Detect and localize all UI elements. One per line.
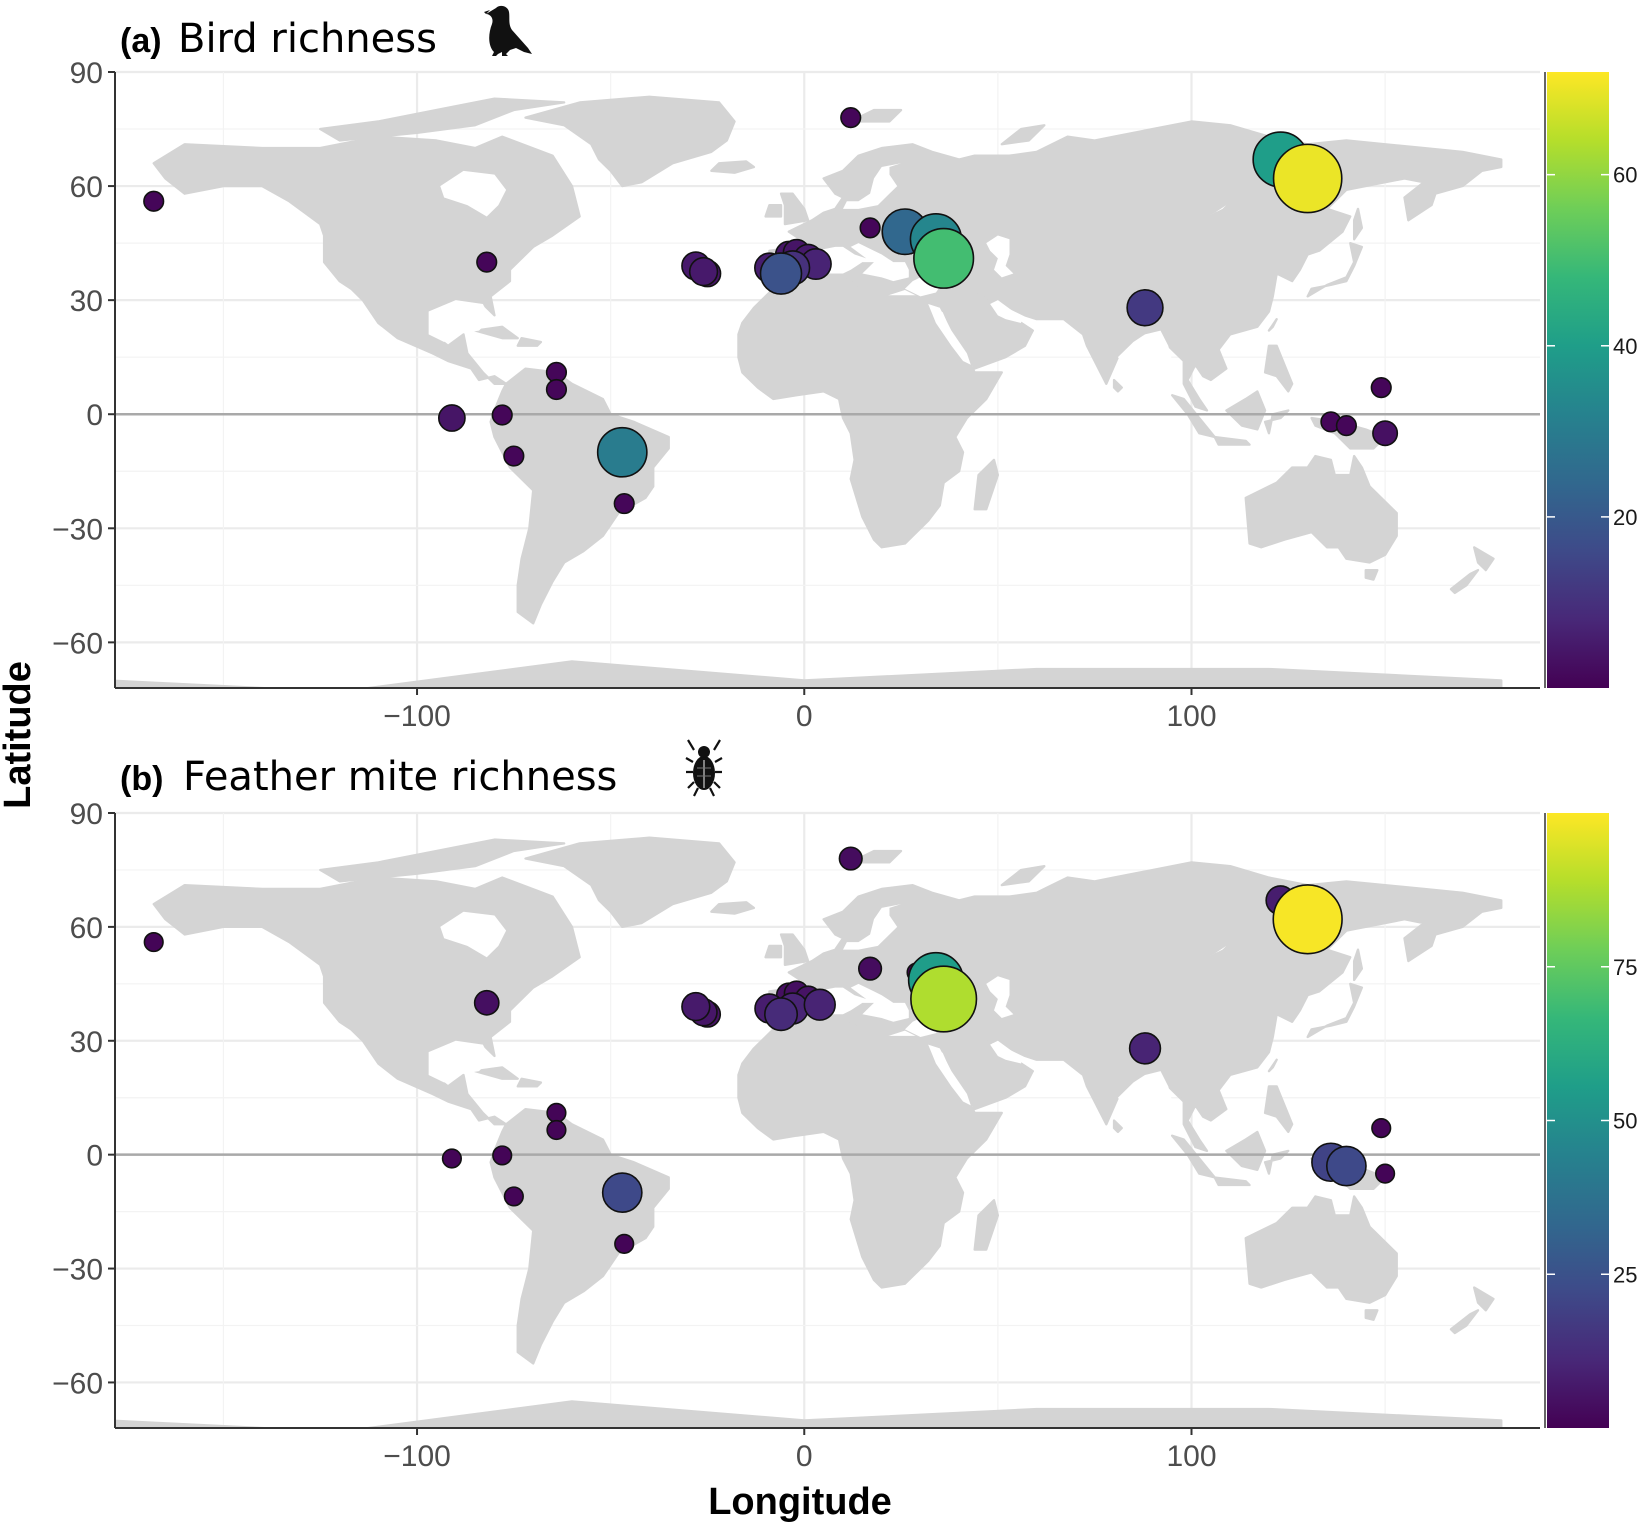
y-axis-title: Latitude [0, 661, 39, 809]
site-point [1370, 377, 1392, 399]
x-tick-label: −100 [383, 1440, 451, 1473]
site-point [1375, 1163, 1396, 1184]
y-tick-label: −60 [52, 627, 103, 660]
site-point [1126, 289, 1164, 327]
site-point [491, 404, 513, 426]
x-tick-label: 100 [1166, 700, 1216, 733]
site-point [759, 252, 803, 295]
site-point [596, 426, 648, 478]
site-point [688, 256, 719, 287]
site-point [473, 989, 500, 1016]
site-point [1325, 1145, 1367, 1187]
x-tick-label: 100 [1166, 1440, 1216, 1473]
site-point [546, 1102, 567, 1124]
site-point [1272, 884, 1343, 955]
colorbar-gradient [1547, 72, 1609, 688]
panel-a: (a) Bird richness [52, 5, 1637, 733]
site-point [601, 1172, 643, 1214]
panel-a-y-axis: 90 60 30 0 −30 −60 [52, 57, 116, 688]
colorbar-tick-label: 75 [1613, 955, 1637, 980]
y-tick-label: −30 [52, 513, 103, 546]
site-point [1372, 420, 1399, 447]
panel-b: (b) Feather mite richness [52, 739, 1637, 1473]
colorbar-tick-label: 20 [1613, 505, 1637, 530]
inland-seas [428, 163, 1231, 377]
bird-silhouette-icon [484, 5, 532, 56]
site-point [503, 445, 525, 467]
panel-a-title: Bird richness [178, 16, 437, 62]
site-point [476, 251, 498, 273]
colorbar-tick-label: 60 [1613, 163, 1637, 188]
panel-b-title: Feather mite richness [183, 754, 617, 800]
y-tick-label: −60 [52, 1367, 103, 1400]
site-point [545, 378, 568, 401]
x-tick-label: 0 [796, 1440, 813, 1473]
site-point [913, 227, 975, 289]
site-point [1272, 143, 1343, 214]
site-point [143, 931, 164, 953]
panel-a-tag: (a) [120, 22, 162, 60]
site-point [1335, 415, 1357, 437]
y-tick-label: 30 [70, 285, 103, 318]
y-tick-label: 90 [70, 798, 103, 831]
data-points [143, 846, 1396, 1254]
panel-b-tag: (b) [120, 760, 163, 798]
site-point [614, 1233, 635, 1254]
y-tick-label: 60 [70, 912, 103, 945]
site-point [143, 190, 165, 212]
colorbar-tick-label: 50 [1613, 1109, 1637, 1134]
site-point [1128, 1032, 1162, 1065]
site-point [441, 1148, 462, 1169]
colorbar-tick-label: 25 [1613, 1262, 1637, 1287]
site-point [764, 997, 799, 1032]
x-tick-label: −100 [383, 700, 451, 733]
y-tick-label: 60 [70, 171, 103, 204]
site-point [437, 404, 466, 432]
site-point [910, 965, 978, 1033]
panel-b-plot-area [115, 811, 1540, 1428]
colorbar-tick-label: 40 [1613, 334, 1637, 359]
colorbar-gradient [1547, 813, 1609, 1428]
x-axis-title: Longitude [708, 1481, 892, 1523]
panel-a-plot-area [115, 70, 1540, 688]
x-tick-label: 0 [796, 700, 813, 733]
y-tick-label: −30 [52, 1254, 103, 1287]
panel-b-y-axis: 90 60 30 0 −30 −60 [52, 798, 116, 1428]
panel-a-x-axis: −100 0 100 [115, 687, 1540, 733]
site-point [803, 988, 836, 1021]
site-point [838, 846, 863, 871]
y-tick-label: 0 [86, 1140, 103, 1173]
site-point [1371, 1117, 1392, 1139]
y-tick-label: 30 [70, 1026, 103, 1059]
site-point [681, 991, 711, 1022]
site-point [859, 217, 881, 239]
site-point [613, 492, 635, 515]
data-points [143, 107, 1399, 515]
y-tick-label: 90 [70, 57, 103, 90]
feather-mite-icon [685, 739, 723, 797]
y-tick-label: 0 [86, 399, 103, 432]
site-point [503, 1186, 524, 1207]
panel-a-colorbar-legend: 20 40 60 [1544, 72, 1637, 688]
site-point [492, 1145, 513, 1166]
panel-b-x-axis: −100 0 100 [115, 1427, 1540, 1473]
site-point [857, 956, 883, 981]
site-point [546, 1119, 567, 1141]
site-point [840, 107, 862, 129]
panel-b-colorbar-legend: 25 50 75 [1544, 813, 1637, 1428]
